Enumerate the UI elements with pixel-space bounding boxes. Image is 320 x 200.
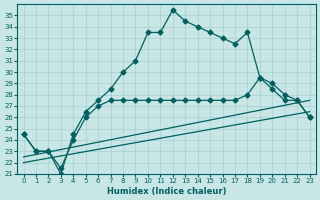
X-axis label: Humidex (Indice chaleur): Humidex (Indice chaleur) — [107, 187, 226, 196]
